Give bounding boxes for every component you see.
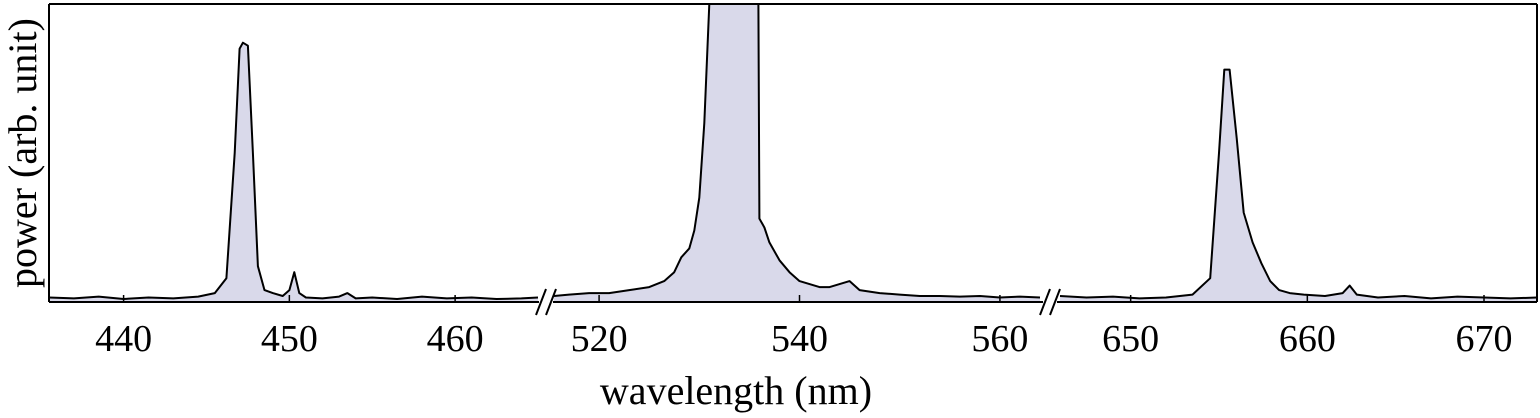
- x-tick-label-450: 450: [261, 318, 318, 360]
- spectrum-red-line: [1059, 68, 1537, 300]
- frame-layer: [48, 3, 1538, 316]
- x-tick-label-520: 520: [571, 318, 628, 360]
- x-tick-label-560: 560: [971, 318, 1028, 360]
- axis-break-stroke: [1039, 288, 1051, 316]
- spectrum-red-area: [1060, 69, 1537, 302]
- x-axis-title: wavelength (nm): [600, 368, 872, 413]
- y-axis-title: power (arb. unit): [0, 18, 45, 288]
- axis-break-1: [535, 288, 557, 316]
- x-tick-label-650: 650: [1102, 318, 1159, 360]
- x-tick-label-660: 660: [1279, 318, 1336, 360]
- x-tick-label-440: 440: [95, 318, 152, 360]
- axis-break-2: [1039, 288, 1061, 316]
- spectrum-green-line: [553, 4, 1041, 299]
- x-tick-label-460: 460: [427, 318, 484, 360]
- plot-layer: [49, 4, 1537, 302]
- axis-break-stroke: [545, 288, 557, 316]
- tick-layer: 440 450 460 520 540 560 650 660 670: [95, 295, 1513, 360]
- spectrum-green-area: [554, 4, 1040, 302]
- spectrum-blue-area: [49, 42, 538, 302]
- axis-break-stroke: [1049, 288, 1061, 316]
- axis-break-stroke: [535, 288, 547, 316]
- x-tick-label-540: 540: [771, 318, 828, 360]
- x-tick-label-670: 670: [1456, 318, 1513, 360]
- spectrum-blue-line: [49, 41, 539, 300]
